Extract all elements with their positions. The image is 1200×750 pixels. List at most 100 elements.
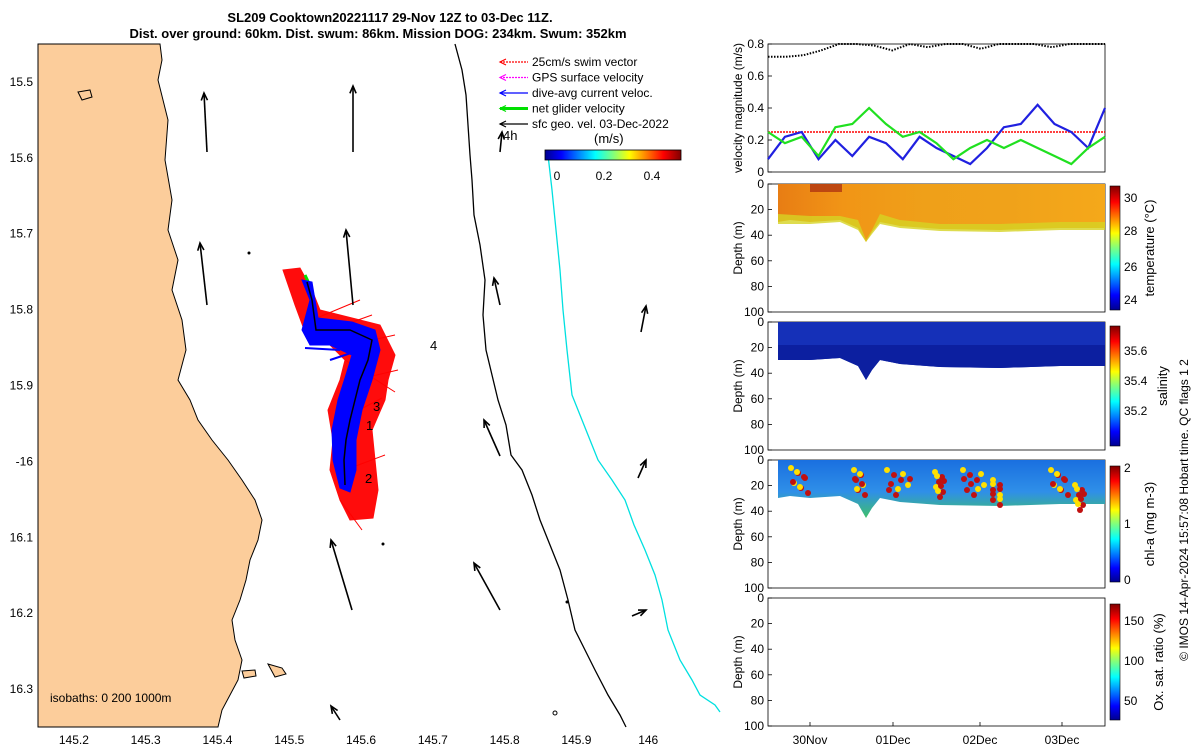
chla-hotspot-dot	[893, 492, 899, 498]
geo-velocity-arrowhead	[329, 538, 337, 549]
geo-velocity-arrow	[473, 562, 501, 611]
chla-hotspot-dot	[790, 479, 796, 485]
chla-cbar-tick: 1	[1124, 517, 1131, 531]
velocity-ylabel: velocity magnitude (m/s)	[731, 43, 745, 173]
title-line-1: SL209 Cooktown20221117 29-Nov 12Z to 03-…	[227, 10, 552, 25]
chla-hotspot-dot	[907, 476, 913, 482]
legend-label: 25cm/s swim vector	[532, 55, 637, 69]
geo-velocity-arrow	[330, 539, 353, 611]
depth-tick-label: 0	[757, 591, 764, 605]
chla-hotspot-dot	[895, 486, 901, 492]
salinity-panel: 0 20 40 60 80 100 Depth (m) 35.2 35.4 35.6 sa…	[731, 315, 1170, 457]
time-tick-label: 30Nov	[793, 733, 828, 747]
depth-tick-label: 100	[744, 443, 764, 457]
temperature-ylabel: Depth (m)	[731, 221, 745, 274]
depth-tick-label: 0	[757, 315, 764, 329]
velocity-tick-label: 0.4	[747, 101, 764, 115]
map-x-tick-label: 145.8	[490, 733, 520, 747]
oxygen-cbar-tick: 150	[1124, 614, 1144, 628]
depth-tick-label: 0	[757, 453, 764, 467]
oxygen-panel: 0 20 40 60 80 100 Depth (m) 50 100 150 Ox. sa…	[731, 591, 1166, 747]
depth-tick-label: 40	[751, 228, 765, 242]
imos-stamp: © IMOS 14-Apr-2024 15:57:08 Hobart time.…	[1177, 359, 1191, 661]
depth-tick-label: 20	[751, 617, 765, 631]
salinity-cbar-tick: 35.6	[1124, 344, 1148, 358]
coastline-land	[37, 43, 263, 728]
isobath-200m	[454, 43, 627, 728]
map-x-tick-label: 145.5	[274, 733, 304, 747]
temperature-cbar-tick: 24	[1124, 293, 1138, 307]
map-y-tick-label: -16	[16, 454, 34, 468]
oxygen-cbar-tick: 100	[1124, 654, 1144, 668]
geo-velocity-arrowhead	[196, 240, 205, 251]
chla-hotspot-dot	[886, 487, 892, 493]
chla-hotspot-dot	[967, 472, 973, 478]
colorbar-tick: 0.4	[644, 169, 661, 183]
geo-velocity-arrow	[199, 242, 208, 306]
dive-avg-current	[301, 279, 381, 493]
chla-hotspot-dot	[888, 481, 894, 487]
legend-label: dive-avg current veloc.	[532, 86, 653, 100]
chla-hotspot-dot	[1057, 486, 1063, 492]
glider-track	[306, 281, 373, 486]
velocity-axes	[767, 43, 1106, 173]
chla-hotspot-dot	[794, 469, 800, 475]
depth-tick-label: 60	[751, 392, 765, 406]
oxygen-axes	[767, 597, 1106, 727]
velocity-tick-label: 0.2	[747, 133, 764, 147]
map-y-tick-label: 15.6	[10, 151, 34, 165]
geo-velocity-arrowhead	[473, 561, 481, 572]
chla-colorbar	[1109, 465, 1121, 583]
chla-hotspot-dot	[997, 486, 1003, 492]
time-tick-label: 01Dec	[876, 733, 911, 747]
chla-hotspot-dot	[862, 492, 868, 498]
colorbar-unit: (m/s)	[594, 131, 624, 146]
geo-velocity-arrow	[203, 92, 208, 153]
chla-hotspot-dot	[805, 490, 811, 496]
geo-velocity-arrowhead	[637, 609, 648, 617]
depth-tick-label: 80	[751, 693, 765, 707]
chla-hotspot-dot	[1074, 486, 1080, 492]
geo-velocity-arrowhead	[349, 83, 357, 94]
depth-tick-label: 80	[751, 279, 765, 293]
depth-tick-label: 20	[751, 479, 765, 493]
annotation-2: 2	[365, 471, 372, 486]
depth-tick-label: 40	[751, 366, 765, 380]
map-x-tick-label: 145.7	[418, 733, 448, 747]
oxygen-ylabel: Depth (m)	[731, 635, 745, 688]
chla-hotspot-dot	[1080, 502, 1086, 508]
chla-hotspot-dot	[852, 476, 858, 482]
chla-hotspot-dot	[857, 471, 863, 477]
chla-hotspot-dot	[905, 482, 911, 488]
reef-dot	[247, 251, 251, 255]
chla-hotspot-dot	[981, 482, 987, 488]
colorbar-tick: 0.2	[596, 169, 613, 183]
geo-velocity-arrow	[637, 459, 647, 479]
geo-velocity-arrow	[345, 229, 354, 306]
reef-dot	[381, 542, 385, 546]
map-y-tick-label: 16.2	[10, 606, 34, 620]
velocity-tick-label: 0	[757, 165, 764, 179]
map-x-tick-label: 145.3	[131, 733, 161, 747]
oxygen-y-axis: 0 20 40 60 80 100	[744, 591, 772, 733]
chla-hotspot-dot	[961, 476, 967, 482]
chla-hotspot-dot	[891, 472, 897, 478]
chla-hotspot-dot	[997, 502, 1003, 508]
map-x-tick-label: 145.9	[561, 733, 591, 747]
chla-hotspot-dot	[788, 465, 794, 471]
geo-velocity-arrowhead	[329, 704, 339, 715]
colorbar-gradient	[544, 149, 682, 161]
chla-panel: 0 20 40 60 80 100 Depth (m) 0 1 2 chl-a (mg m…	[731, 453, 1157, 595]
chla-hotspot-dot	[1077, 507, 1083, 513]
depth-tick-label: 0	[757, 177, 764, 191]
title-line-2: Dist. over ground: 60km. Dist. swum: 86k…	[129, 26, 626, 41]
map-x-tick-label: 146	[638, 733, 658, 747]
isobaths-label: isobaths: 0 200 1000m	[50, 691, 171, 705]
oxygen-colorbar	[1109, 603, 1121, 721]
legend-arrowhead	[498, 58, 507, 66]
chla-hotspots	[788, 465, 1087, 513]
legend-arrowhead	[498, 104, 507, 113]
depth-tick-label: 100	[744, 305, 764, 319]
chla-cbar-tick: 2	[1124, 461, 1131, 475]
